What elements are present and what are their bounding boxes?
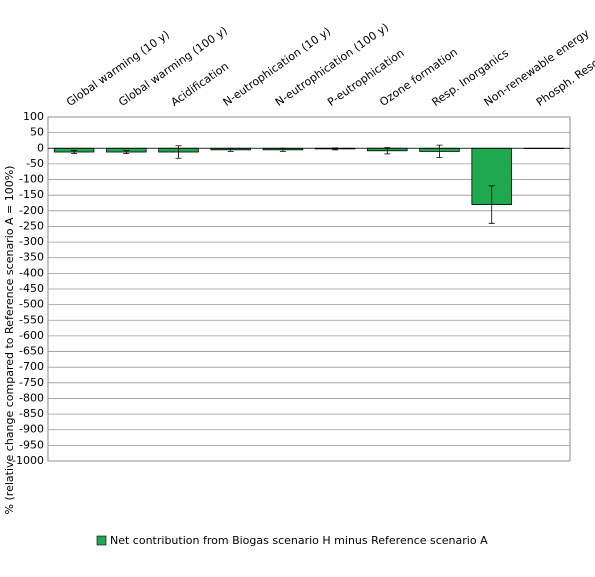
y-tick-label: -1000 bbox=[12, 454, 44, 467]
y-tick-label: -50 bbox=[26, 157, 44, 170]
y-tick-label: -800 bbox=[19, 391, 44, 404]
y-tick-label: -600 bbox=[19, 329, 44, 342]
y-tick-label: -850 bbox=[19, 407, 44, 420]
legend-swatch bbox=[97, 536, 106, 545]
y-tick-label: -900 bbox=[19, 423, 44, 436]
y-tick-label: -500 bbox=[19, 298, 44, 311]
y-tick-label: -150 bbox=[19, 188, 44, 201]
y-tick-label: -400 bbox=[19, 266, 44, 279]
y-tick-label: 100 bbox=[23, 110, 44, 123]
y-tick-label: -550 bbox=[19, 313, 44, 326]
legend-label: Net contribution from Biogas scenario H … bbox=[110, 534, 488, 547]
y-tick-label: 0 bbox=[37, 141, 44, 154]
y-tick-label: -300 bbox=[19, 235, 44, 248]
y-tick-label: -750 bbox=[19, 376, 44, 389]
y-tick-label: -700 bbox=[19, 360, 44, 373]
y-tick-label: -950 bbox=[19, 438, 44, 451]
y-tick-label: -450 bbox=[19, 282, 44, 295]
y-tick-label: -200 bbox=[19, 204, 44, 217]
y-tick-label: -250 bbox=[19, 219, 44, 232]
y-tick-label: -650 bbox=[19, 345, 44, 358]
y-tick-label: -100 bbox=[19, 173, 44, 186]
y-tick-label: 50 bbox=[30, 126, 44, 139]
y-tick-label: -350 bbox=[19, 251, 44, 264]
